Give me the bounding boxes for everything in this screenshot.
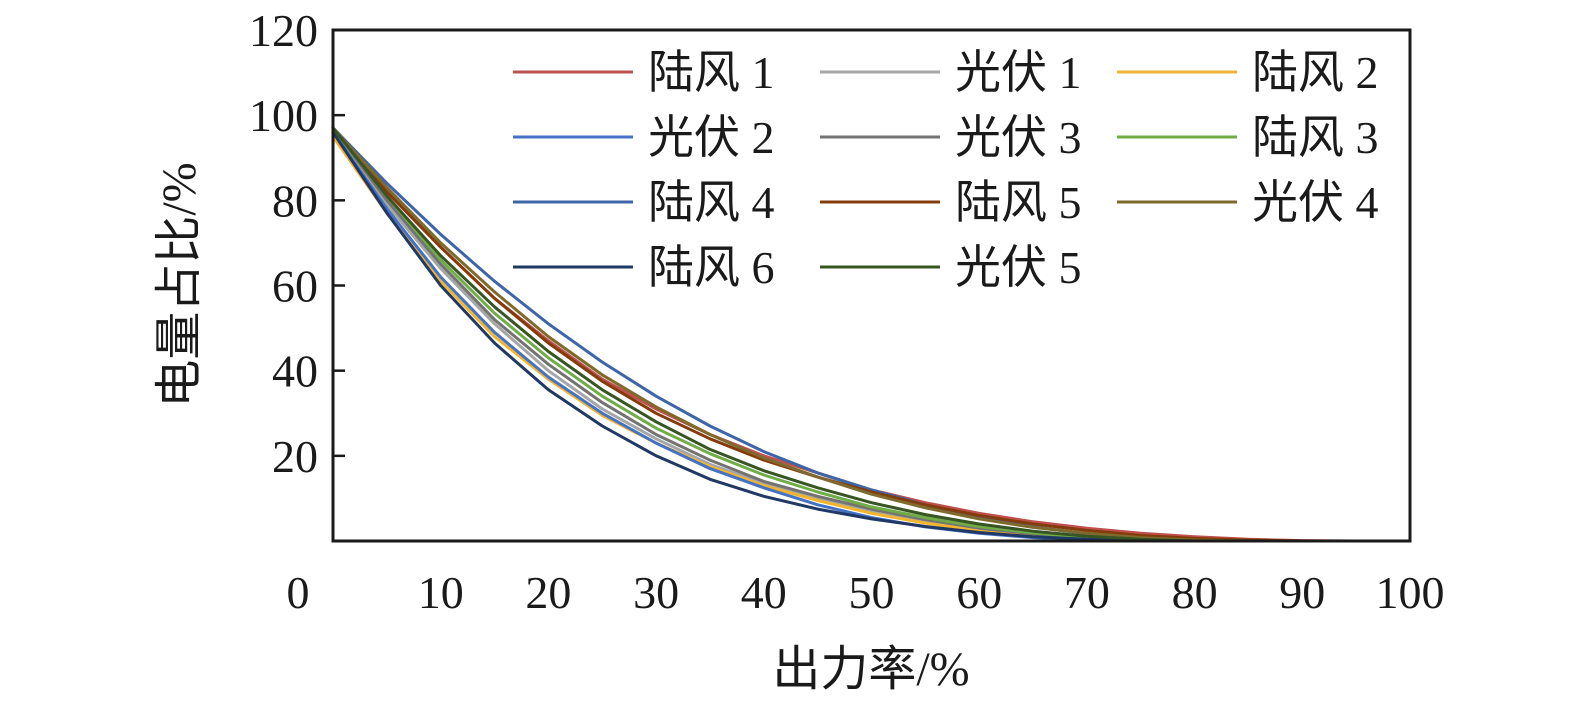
legend-label: 陆风 4 bbox=[648, 177, 775, 228]
legend-item: 陆风 1 bbox=[513, 47, 775, 98]
legend-item: 光伏 2 bbox=[513, 112, 775, 163]
legend-label: 光伏 3 bbox=[955, 112, 1082, 163]
legend-item: 光伏 3 bbox=[820, 112, 1082, 163]
y-tick-label: 40 bbox=[272, 346, 318, 397]
x-tick-label: 50 bbox=[849, 567, 895, 618]
legend-label: 光伏 5 bbox=[955, 242, 1082, 293]
y-tick-label: 120 bbox=[249, 5, 318, 56]
legend-item: 陆风 4 bbox=[513, 177, 775, 228]
legend-label: 陆风 3 bbox=[1252, 112, 1379, 163]
series-line-8 bbox=[331, 126, 1412, 543]
x-tick-label: 100 bbox=[1376, 567, 1445, 618]
y-tick-label: 100 bbox=[249, 90, 318, 141]
legend-label: 陆风 6 bbox=[648, 242, 775, 293]
x-tick-label: 90 bbox=[1279, 567, 1325, 618]
x-tick-label: 30 bbox=[633, 567, 679, 618]
series-line-5 bbox=[331, 126, 1412, 543]
y-axis-title: 电量占比/% bbox=[153, 162, 206, 407]
legend-item: 陆风 5 bbox=[820, 177, 1082, 228]
legend-item: 光伏 4 bbox=[1117, 177, 1379, 228]
series-line-1 bbox=[331, 126, 1412, 543]
legend-label: 光伏 1 bbox=[955, 47, 1082, 98]
y-tick-label: 80 bbox=[272, 175, 318, 226]
series-line-6 bbox=[331, 126, 1412, 543]
series-line-7 bbox=[331, 126, 1412, 543]
x-tick-label: 80 bbox=[1172, 567, 1218, 618]
series-line-3 bbox=[331, 135, 1412, 543]
y-tick-label: 20 bbox=[272, 431, 318, 482]
x-tick-label: 60 bbox=[956, 567, 1002, 618]
legend-label: 光伏 4 bbox=[1252, 177, 1379, 228]
legend-item: 陆风 6 bbox=[513, 242, 775, 293]
x-tick-label: 20 bbox=[525, 567, 571, 618]
x-axis-ticks: 0 10 20 30 40 50 60 70 80 90 100 bbox=[287, 567, 1445, 618]
legend-label: 陆风 5 bbox=[955, 177, 1082, 228]
y-tick-label: 60 bbox=[272, 261, 318, 312]
legend-label: 陆风 2 bbox=[1252, 47, 1379, 98]
legend-item: 陆风 3 bbox=[1117, 112, 1379, 163]
y-axis-ticks: 20 40 60 80 100 120 bbox=[249, 5, 345, 482]
x-tick-label: 40 bbox=[741, 567, 787, 618]
plot-area-frame bbox=[331, 28, 1412, 543]
x-axis-title: 出力率/% bbox=[772, 643, 969, 696]
legend-label: 陆风 1 bbox=[648, 47, 775, 98]
legend-item: 光伏 1 bbox=[820, 47, 1082, 98]
series-line-9 bbox=[331, 126, 1412, 543]
legend-item: 光伏 5 bbox=[820, 242, 1082, 293]
series-lines bbox=[331, 126, 1412, 543]
series-line-11 bbox=[331, 126, 1412, 543]
legend: 陆风 1 光伏 1 陆风 2 光伏 2 光伏 3 陆风 3 陆风 4 陆风 5 光伏 4 陆风 6… bbox=[513, 47, 1379, 293]
x-tick-label: 70 bbox=[1064, 567, 1110, 618]
x-tick-label: 10 bbox=[418, 567, 464, 618]
x-tick-label: 0 bbox=[287, 567, 310, 618]
legend-item: 陆风 2 bbox=[1117, 47, 1379, 98]
legend-label: 光伏 2 bbox=[648, 112, 775, 163]
